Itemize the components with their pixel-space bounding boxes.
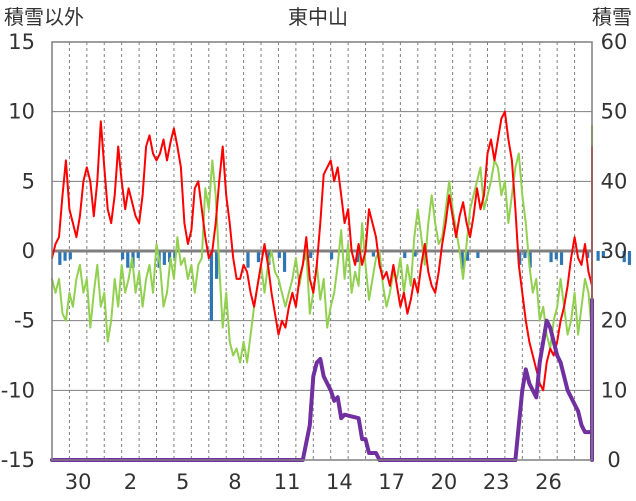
precipitation-bar	[58, 251, 62, 265]
precipitation-bar	[136, 251, 140, 258]
plot-frame	[51, 41, 593, 461]
right-y-tick-labels: 60 50 40 30 20 10 0	[601, 30, 628, 472]
precipitation-bar	[277, 251, 281, 258]
precipitation-bar	[256, 251, 261, 263]
right-y-tick-label: 0	[607, 448, 620, 472]
x-tick-label: 14	[326, 470, 353, 494]
precipitation-bar	[559, 251, 564, 265]
right-y-tick-label: 40	[601, 169, 628, 193]
right-y-tick-label: 50	[601, 100, 628, 124]
precipitation-bar	[162, 251, 166, 265]
left-y-tick-labels: 15 10 5 0 -5 -10 -15	[1, 30, 35, 472]
precipitation-bar	[528, 251, 532, 268]
x-tick-label: 2	[124, 470, 137, 494]
left-y-tick-label: 5	[22, 169, 35, 193]
precipitation-bar	[167, 251, 172, 263]
left-y-tick-label: 0	[22, 239, 35, 263]
chart-title: 東中山	[288, 5, 348, 29]
left-y-tick-label: -5	[14, 309, 35, 333]
precipitation-bar	[586, 251, 590, 258]
x-tick-labels: 30 2 5 8 11 14 17 20 23 26	[65, 470, 562, 494]
precipitation-bar	[329, 251, 334, 260]
precipitation-bar	[68, 251, 72, 260]
right-y-tick-label: 60	[601, 30, 628, 54]
left-y-tick-label: 15	[8, 30, 35, 54]
right-y-tick-label: 20	[601, 309, 628, 333]
left-y-tick-label: -15	[1, 448, 35, 472]
precipitation-bar	[209, 251, 213, 321]
precipitation-bar	[460, 251, 464, 270]
precipitation-bar	[622, 251, 626, 263]
plot-border	[51, 41, 593, 461]
precipitation-bar	[126, 251, 130, 268]
x-tick-label: 17	[378, 470, 405, 494]
precipitation-bar	[554, 251, 558, 260]
precipitation-bar	[413, 251, 417, 257]
precipitation-bar	[465, 251, 470, 261]
precipitation-bar	[403, 251, 407, 258]
precipitation-bar	[476, 251, 480, 258]
x-tick-label: 23	[483, 470, 510, 494]
right-y-tick-label: 30	[601, 239, 628, 263]
precipitation-bar	[120, 251, 125, 260]
precipitation-bar	[549, 251, 553, 263]
precipitation-bar	[246, 251, 250, 268]
precipitation-bar	[173, 251, 177, 258]
left-y-tick-label: -10	[1, 378, 35, 402]
precipitation-bar	[309, 251, 313, 258]
x-tick-label: 26	[535, 470, 562, 494]
precipitation-bar	[215, 251, 219, 279]
precipitation-bar	[282, 251, 287, 272]
precipitation-bar	[601, 251, 605, 258]
precipitation-bar	[596, 251, 600, 261]
precipitation-bar	[63, 251, 67, 261]
precipitation-bar	[371, 251, 375, 257]
x-tick-label: 8	[228, 470, 241, 494]
precipitation-bar	[518, 251, 522, 265]
x-tick-label: 20	[431, 470, 458, 494]
right-y-tick-label: 10	[601, 378, 628, 402]
left-axis-label: 積雪以外	[4, 5, 84, 29]
right-axis-label: 積雪	[592, 5, 632, 29]
x-tick-label: 5	[176, 470, 189, 494]
precipitation-bar	[356, 251, 360, 263]
precipitation-bar	[523, 251, 527, 258]
left-y-tick-label: 10	[8, 100, 35, 124]
precipitation-bar	[627, 251, 632, 265]
x-tick-label: 30	[65, 470, 92, 494]
x-tick-label: 11	[274, 470, 301, 494]
